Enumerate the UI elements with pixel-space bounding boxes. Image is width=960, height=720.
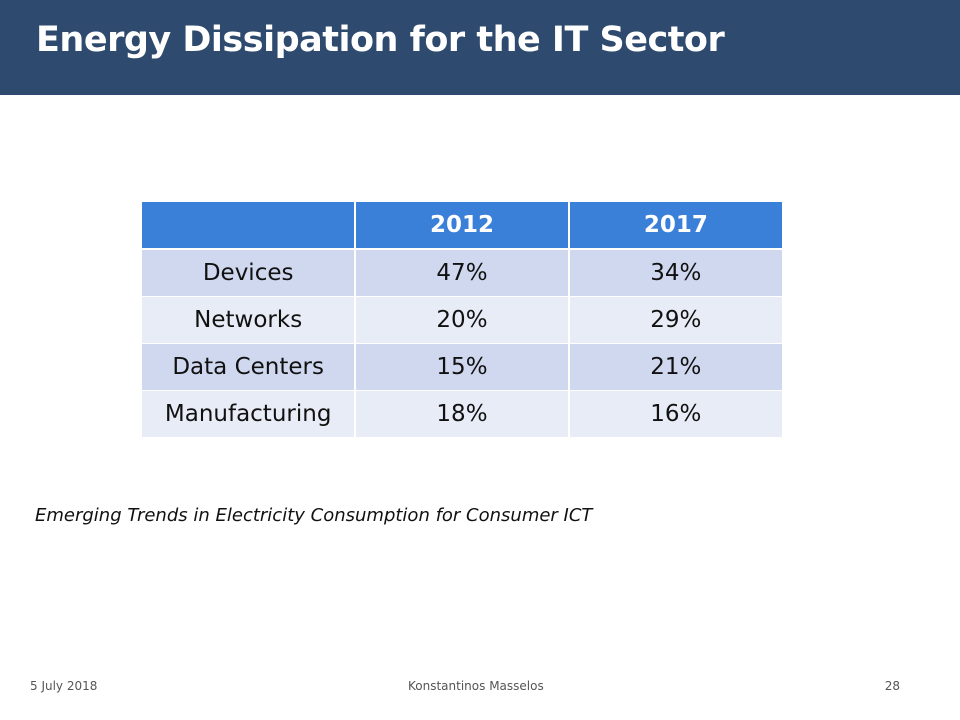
slide-title: Energy Dissipation for the IT Sector xyxy=(36,20,725,60)
footer-date: 5 July 2018 xyxy=(30,679,98,693)
cell-2012: 18% xyxy=(355,390,570,438)
cell-2017: 21% xyxy=(568,343,782,391)
table-header-corner xyxy=(142,202,357,250)
page-number: 28 xyxy=(884,679,900,693)
row-label: Devices xyxy=(142,249,357,297)
table-row: Devices 47% 34% xyxy=(142,249,782,297)
row-label: Networks xyxy=(142,296,357,344)
table-header-row: 2012 2017 xyxy=(142,202,782,250)
title-bar: Energy Dissipation for the IT Sector xyxy=(0,0,960,95)
source-caption: Emerging Trends in Electricity Consumpti… xyxy=(35,505,593,526)
cell-2012: 20% xyxy=(355,296,570,344)
cell-2017: 29% xyxy=(568,296,782,344)
cell-2012: 15% xyxy=(355,343,570,391)
table-header-2017: 2017 xyxy=(568,202,782,250)
energy-table: 2012 2017 Devices 47% 34% Networks 20% 2… xyxy=(142,202,782,438)
table-row: Manufacturing 18% 16% xyxy=(142,390,782,438)
footer-author: Konstantinos Masselos xyxy=(408,679,544,693)
cell-2012: 47% xyxy=(355,249,570,297)
cell-2017: 16% xyxy=(568,390,782,438)
row-label: Data Centers xyxy=(142,343,357,391)
row-label: Manufacturing xyxy=(142,390,357,438)
table-row: Data Centers 15% 21% xyxy=(142,343,782,391)
table-header-2012: 2012 xyxy=(355,202,570,250)
table-row: Networks 20% 29% xyxy=(142,296,782,344)
cell-2017: 34% xyxy=(568,249,782,297)
